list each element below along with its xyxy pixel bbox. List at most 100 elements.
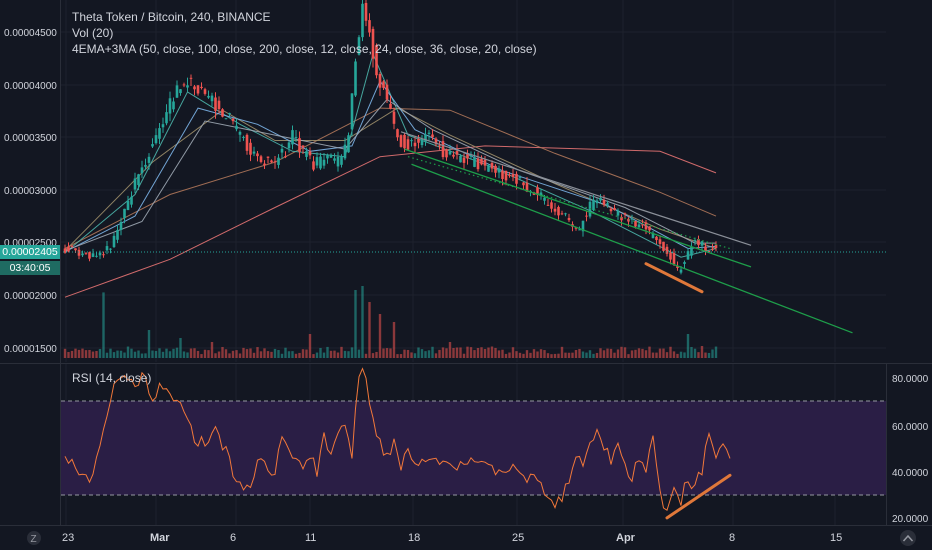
volume-bar bbox=[686, 334, 690, 358]
candle-body bbox=[504, 170, 508, 181]
z-button[interactable]: Z bbox=[27, 531, 41, 545]
candle-body bbox=[137, 174, 140, 186]
candle-body bbox=[361, 3, 364, 38]
candle-body bbox=[259, 156, 263, 162]
candle-body bbox=[620, 216, 623, 221]
candle-body bbox=[312, 161, 315, 170]
candle-body bbox=[424, 134, 427, 142]
candle-body bbox=[74, 248, 77, 251]
candle-body bbox=[315, 157, 319, 166]
volume-bar bbox=[662, 348, 665, 358]
volume-bar bbox=[424, 351, 427, 358]
volume-bar bbox=[581, 351, 585, 358]
candle-body bbox=[427, 132, 431, 134]
candle-body bbox=[616, 210, 620, 216]
volume-bar bbox=[399, 354, 403, 358]
candle-body bbox=[112, 235, 116, 248]
volume-bar bbox=[550, 354, 553, 358]
candle-body bbox=[679, 269, 683, 273]
candle-body bbox=[298, 138, 301, 153]
price-tick: 0.00003000 bbox=[4, 186, 57, 197]
candle-body bbox=[364, 2, 368, 21]
volume-bar bbox=[291, 351, 294, 358]
volume-bar bbox=[672, 351, 676, 358]
price-tick: 0.00004500 bbox=[4, 28, 57, 39]
volume-bar bbox=[434, 353, 438, 358]
volume-bar bbox=[560, 346, 564, 358]
candle-body bbox=[613, 208, 616, 211]
rsi-tick: 80.0000 bbox=[892, 374, 929, 385]
candle-body bbox=[483, 159, 487, 166]
candle-body bbox=[501, 170, 504, 180]
volume-bar bbox=[308, 334, 312, 358]
volume-bar bbox=[501, 349, 504, 358]
rsi-legend[interactable]: RSI (14, close) bbox=[72, 371, 152, 385]
candle-body bbox=[585, 215, 588, 217]
volume-bar bbox=[112, 352, 116, 358]
scroll-up-button[interactable] bbox=[900, 530, 916, 546]
candle-body bbox=[564, 213, 567, 215]
volume-bar bbox=[578, 348, 581, 358]
volume-bar bbox=[182, 351, 186, 358]
rsi-tick: 40.0000 bbox=[892, 468, 929, 479]
candle-body bbox=[382, 81, 385, 88]
volume-bar bbox=[707, 352, 711, 358]
candle-body bbox=[606, 203, 609, 205]
price-tick: 0.00004000 bbox=[4, 81, 57, 92]
volume-bar bbox=[294, 353, 298, 358]
volume-bar bbox=[144, 353, 147, 358]
volume-bar bbox=[427, 350, 431, 358]
candle-body bbox=[469, 155, 473, 157]
candle-body bbox=[445, 149, 448, 158]
volume-bar bbox=[704, 352, 707, 358]
candle-body bbox=[333, 158, 336, 161]
vol-legend[interactable]: Vol (20) bbox=[72, 26, 114, 40]
candle-body bbox=[221, 109, 224, 117]
volume-bar bbox=[154, 350, 158, 358]
volume-bar bbox=[634, 349, 637, 358]
volume-bar bbox=[396, 354, 399, 358]
ma-line bbox=[64, 52, 717, 258]
candle-body bbox=[284, 156, 287, 158]
candle-body bbox=[676, 266, 679, 268]
candle-body bbox=[655, 236, 658, 241]
volume-bar bbox=[375, 351, 378, 358]
candle-body bbox=[266, 156, 270, 158]
volume-bar bbox=[413, 353, 417, 358]
volume-bar bbox=[193, 348, 196, 358]
ma-legend[interactable]: 4EMA+3MA (50, close, 100, close, 200, cl… bbox=[72, 42, 537, 56]
volume-bar bbox=[298, 352, 301, 358]
volume-bar bbox=[130, 348, 133, 358]
candle-body bbox=[455, 151, 459, 155]
volume-bar bbox=[200, 354, 203, 358]
candle-body bbox=[200, 86, 203, 89]
candle-body bbox=[238, 131, 242, 135]
candle-body bbox=[536, 187, 539, 195]
volume-bar bbox=[504, 353, 508, 358]
volume-bar bbox=[137, 350, 140, 358]
candle-body bbox=[392, 111, 396, 124]
volume-bar bbox=[494, 347, 497, 358]
candle-body bbox=[623, 213, 627, 215]
volume-bar bbox=[347, 351, 350, 358]
candle-body bbox=[462, 157, 466, 163]
candle-body bbox=[406, 139, 410, 150]
candle-body bbox=[651, 232, 655, 239]
volume-bar bbox=[480, 347, 483, 358]
candle-body bbox=[224, 118, 228, 120]
candle-body bbox=[186, 85, 189, 88]
rsi-band bbox=[61, 401, 886, 495]
volume-bar bbox=[567, 352, 571, 358]
volume-bar bbox=[207, 350, 210, 358]
volume-bar bbox=[364, 353, 368, 358]
volume-bar bbox=[438, 349, 441, 358]
volume-bar bbox=[711, 349, 714, 358]
candle-body bbox=[214, 97, 217, 111]
candle-body bbox=[81, 253, 84, 256]
candle-body bbox=[280, 148, 284, 153]
candle-body bbox=[399, 135, 403, 147]
candle-body bbox=[592, 199, 595, 211]
candle-body bbox=[105, 246, 109, 251]
rsi-line bbox=[64, 367, 732, 520]
